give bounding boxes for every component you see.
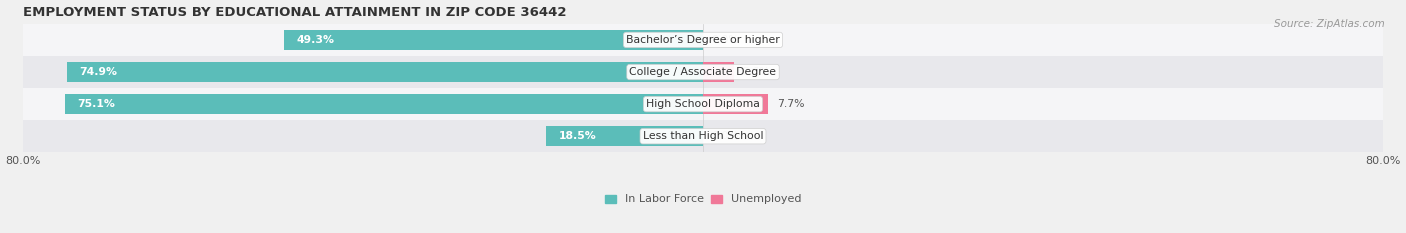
Text: 0.0%: 0.0% [711,131,740,141]
Text: 3.6%: 3.6% [742,67,769,77]
Bar [65,94,703,114]
Bar [24,56,1382,88]
Text: Bachelor’s Degree or higher: Bachelor’s Degree or higher [626,35,780,45]
Text: 75.1%: 75.1% [77,99,115,109]
Text: High School Diploma: High School Diploma [647,99,759,109]
Text: 49.3%: 49.3% [297,35,335,45]
Text: Source: ZipAtlas.com: Source: ZipAtlas.com [1274,19,1385,29]
Text: College / Associate Degree: College / Associate Degree [630,67,776,77]
Bar [24,88,1382,120]
Bar [24,120,1382,152]
Bar [546,126,703,146]
Text: EMPLOYMENT STATUS BY EDUCATIONAL ATTAINMENT IN ZIP CODE 36442: EMPLOYMENT STATUS BY EDUCATIONAL ATTAINM… [24,6,567,19]
Bar [66,62,703,82]
Legend: In Labor Force, Unemployed: In Labor Force, Unemployed [605,195,801,205]
Bar [284,30,703,50]
Text: 0.0%: 0.0% [711,35,740,45]
Text: Less than High School: Less than High School [643,131,763,141]
Bar [24,24,1382,56]
Bar [703,62,734,82]
Bar [703,94,769,114]
Text: 7.7%: 7.7% [778,99,804,109]
Text: 18.5%: 18.5% [558,131,596,141]
Text: 74.9%: 74.9% [79,67,117,77]
